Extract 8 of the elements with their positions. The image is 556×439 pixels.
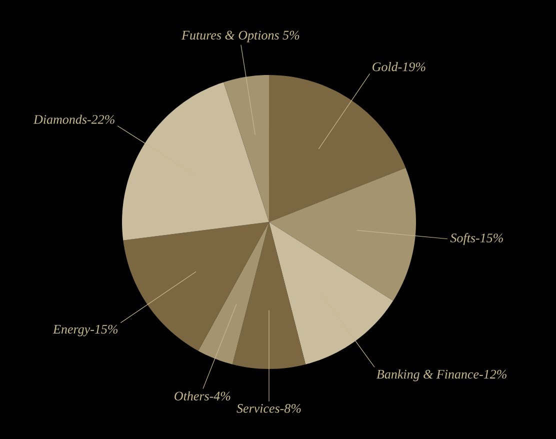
slice-label: Banking & Finance-12% — [376, 369, 506, 382]
slice-label: Others-4% — [174, 391, 230, 401]
slice-label: Diamonds-22% — [33, 114, 114, 124]
slice-label: Futures & Options 5% — [181, 30, 300, 42]
slice-label: Energy-15% — [52, 324, 118, 336]
slice-label: Softs-15% — [450, 233, 503, 245]
slice-label: Gold-19% — [372, 62, 426, 72]
slice-label: Services-8% — [236, 404, 301, 413]
